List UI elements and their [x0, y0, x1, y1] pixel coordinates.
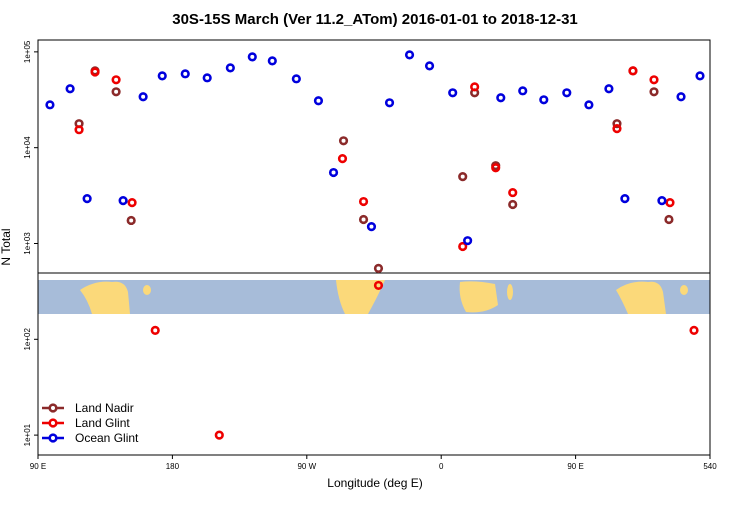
x-tick-label: 90 E [567, 462, 583, 471]
point [620, 194, 630, 204]
point [313, 96, 324, 106]
y-tick-label: 1e+03 [23, 232, 32, 255]
point [496, 93, 506, 103]
legend-label: Land Nadir [75, 401, 134, 415]
point [676, 92, 686, 102]
y-tick-label: 1e+05 [23, 40, 32, 63]
point [458, 241, 468, 252]
point [373, 280, 384, 291]
point [649, 87, 659, 97]
point [118, 196, 128, 206]
point [539, 95, 549, 105]
point [404, 50, 415, 60]
point [247, 52, 257, 62]
y-tick-label: 1e+04 [23, 136, 32, 159]
point [90, 67, 100, 77]
point [328, 167, 339, 178]
point [448, 88, 458, 98]
point [214, 430, 224, 440]
y-tick-label: 1e+01 [23, 423, 32, 446]
point [45, 100, 55, 110]
plot-frame [37, 39, 711, 456]
point [111, 87, 121, 97]
point [657, 196, 667, 206]
y-axis-label: N Total [0, 228, 13, 265]
chart-title: 30S-15S March (Ver 11.2_ATom) 2016-01-01… [172, 11, 578, 28]
point [612, 124, 622, 134]
point [180, 69, 190, 79]
point [82, 194, 92, 204]
point [358, 196, 369, 207]
point [584, 100, 594, 110]
x-axis-label: Longitude (deg E) [327, 476, 422, 490]
point [338, 136, 349, 146]
point [628, 66, 638, 76]
point [470, 82, 480, 92]
legend-label: Ocean Glint [75, 431, 139, 445]
point [74, 125, 84, 135]
point [157, 71, 167, 81]
point [150, 325, 160, 335]
point [612, 119, 622, 129]
point [665, 198, 675, 208]
x-tick-label: 0 [439, 462, 444, 471]
point [358, 214, 369, 225]
legend-label: Land Glint [75, 416, 130, 430]
legend-marker [48, 418, 58, 428]
point [463, 236, 473, 246]
point [337, 154, 348, 164]
point [424, 61, 435, 71]
point [689, 325, 699, 335]
point [366, 222, 377, 232]
point [138, 92, 148, 102]
point [202, 73, 212, 83]
point [604, 84, 614, 94]
point [508, 187, 518, 198]
point [664, 214, 674, 225]
point [267, 56, 277, 66]
point [126, 215, 136, 226]
point [458, 172, 468, 182]
point [649, 75, 659, 85]
x-tick-label: 90 E [30, 462, 46, 471]
point [111, 75, 121, 85]
map-strip [38, 272, 710, 314]
point [65, 84, 75, 94]
point [291, 74, 301, 84]
point [508, 199, 518, 210]
x-tick-label: 540 [703, 462, 717, 471]
legend-marker [48, 403, 58, 413]
point [373, 263, 384, 273]
point [695, 71, 705, 81]
point [225, 63, 235, 73]
point [562, 88, 572, 98]
y-tick-label: 1e+02 [23, 328, 32, 351]
legend-marker [48, 433, 58, 443]
x-tick-label: 90 W [297, 462, 316, 471]
point [127, 198, 137, 208]
point [518, 86, 528, 96]
point [491, 163, 501, 173]
x-tick-label: 180 [166, 462, 180, 471]
point [384, 98, 395, 108]
